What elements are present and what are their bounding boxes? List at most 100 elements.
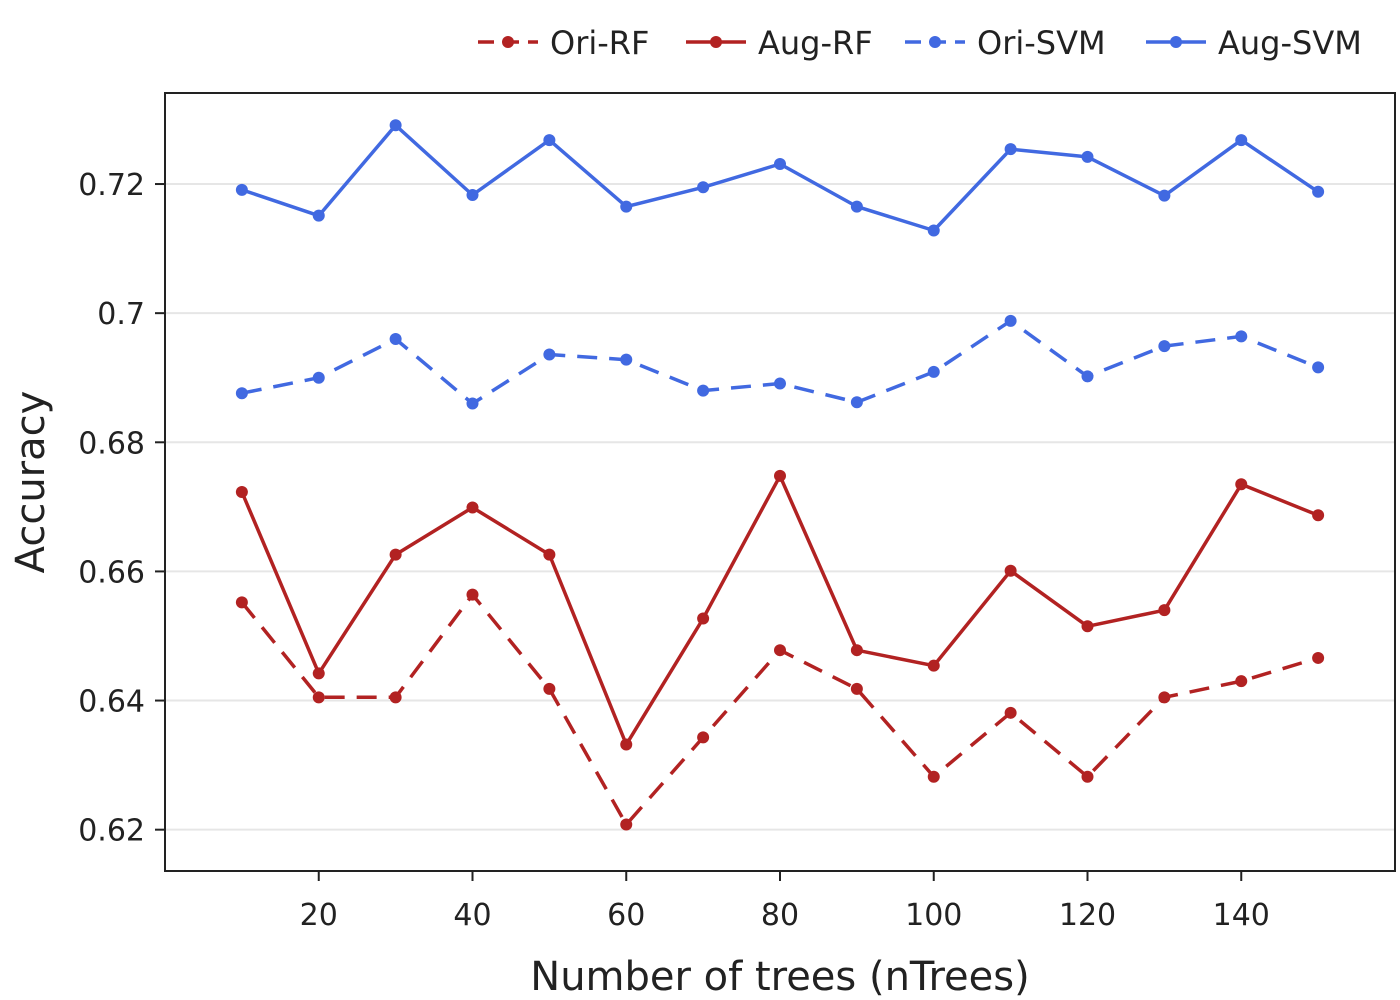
legend-item-aug-rf: Aug-RF — [686, 24, 873, 62]
data-point-aug-svm — [1312, 185, 1325, 198]
data-point-aug-rf — [389, 548, 402, 561]
gridlines — [165, 183, 1395, 831]
data-point-aug-rf — [1312, 509, 1325, 522]
x-tick-label: 140 — [1213, 898, 1270, 933]
data-point-ori-rf — [466, 588, 479, 601]
y-tick-label: 0.62 — [78, 814, 145, 849]
data-point-aug-rf — [312, 667, 325, 680]
legend-label-aug-rf: Aug-RF — [758, 24, 873, 62]
legend-item-ori-svm: Ori-SVM — [905, 24, 1106, 62]
data-point-aug-rf — [1081, 620, 1094, 633]
plot-frame — [164, 92, 1396, 872]
data-point-aug-svm — [389, 119, 402, 132]
data-point-aug-rf — [466, 501, 479, 514]
legend-marker-ori-rf — [502, 36, 514, 48]
legend-item-aug-svm: Aug-SVM — [1146, 24, 1362, 62]
data-point-aug-rf — [1158, 604, 1171, 617]
series-lines — [235, 119, 1325, 831]
y-axis: 0.62 0.64 0.66 0.68 0.7 0.72 — [78, 168, 165, 849]
data-point-ori-svm — [1312, 361, 1325, 374]
data-point-ori-rf — [774, 644, 786, 657]
legend-label-aug-svm: Aug-SVM — [1218, 24, 1362, 62]
data-point-aug-rf — [1004, 564, 1017, 577]
y-tick-label: 0.64 — [78, 685, 145, 720]
data-point-aug-rf — [620, 738, 633, 751]
data-point-aug-rf — [850, 644, 863, 657]
data-point-aug-svm — [543, 134, 556, 147]
legend: Ori-RF Aug-RF Ori-SVM Aug-SVM — [478, 24, 1362, 62]
y-axis-title: Accuracy — [8, 391, 54, 574]
data-point-aug-rf — [927, 659, 940, 672]
x-tick-label: 60 — [607, 898, 645, 933]
data-point-ori-rf — [1004, 706, 1017, 719]
data-point-aug-rf — [697, 612, 710, 625]
data-point-aug-svm — [1081, 150, 1094, 163]
data-point-ori-rf — [235, 596, 248, 609]
data-point-aug-svm — [620, 200, 633, 213]
data-point-ori-svm — [850, 396, 863, 409]
x-tick-label: 120 — [1059, 898, 1116, 933]
series-ori-rf — [235, 588, 1325, 831]
y-tick-label: 0.7 — [97, 297, 145, 332]
x-tick-label: 40 — [453, 898, 491, 933]
data-point-ori-svm — [389, 332, 402, 345]
data-point-ori-svm — [1004, 314, 1017, 327]
data-point-ori-svm — [1235, 330, 1248, 343]
data-point-aug-svm — [312, 209, 325, 222]
series-line-ori-svm — [241, 319, 1319, 406]
legend-label-ori-svm: Ori-SVM — [977, 24, 1106, 62]
data-point-ori-rf — [1235, 675, 1248, 688]
data-point-ori-rf — [543, 682, 556, 695]
data-point-aug-svm — [1235, 134, 1248, 147]
legend-marker-aug-svm — [1170, 36, 1182, 48]
data-point-ori-rf — [1081, 770, 1094, 783]
legend-marker-aug-rf — [710, 36, 722, 48]
data-point-aug-svm — [1004, 143, 1017, 156]
data-point-aug-svm — [774, 158, 786, 171]
x-axis: 20 40 60 80 100 120 140 — [300, 871, 1270, 933]
series-line-ori-rf — [240, 592, 1319, 827]
data-point-ori-svm — [774, 377, 786, 390]
data-point-aug-rf — [235, 486, 248, 499]
data-point-aug-svm — [1158, 189, 1171, 202]
legend-item-ori-rf: Ori-RF — [478, 24, 649, 62]
data-point-ori-rf — [697, 731, 710, 744]
y-tick-label: 0.66 — [78, 555, 145, 590]
data-point-ori-rf — [1158, 691, 1171, 704]
data-point-ori-rf — [620, 818, 633, 831]
series-aug-rf — [235, 469, 1325, 751]
x-tick-label: 20 — [300, 898, 338, 933]
data-point-ori-svm — [312, 371, 325, 384]
data-point-ori-svm — [466, 397, 479, 410]
data-point-ori-svm — [620, 353, 633, 366]
series-line-aug-rf — [240, 474, 1319, 747]
data-point-aug-svm — [235, 183, 248, 196]
data-point-aug-svm — [850, 200, 863, 213]
series-line-aug-svm — [241, 123, 1320, 233]
data-point-ori-svm — [1158, 340, 1171, 353]
data-point-aug-svm — [466, 189, 479, 202]
data-point-ori-rf — [1312, 651, 1325, 664]
data-point-aug-svm — [927, 224, 940, 237]
data-point-ori-rf — [927, 770, 940, 783]
data-point-aug-svm — [697, 181, 710, 194]
data-point-aug-rf — [1235, 478, 1248, 491]
data-point-ori-rf — [312, 691, 325, 704]
data-point-aug-rf — [543, 548, 556, 561]
data-point-aug-rf — [774, 469, 786, 482]
series-ori-svm — [235, 314, 1325, 410]
x-tick-label: 100 — [905, 898, 962, 933]
x-tick-label: 80 — [761, 898, 799, 933]
data-point-ori-svm — [927, 365, 940, 378]
data-point-ori-svm — [1081, 370, 1094, 383]
y-tick-label: 0.68 — [78, 426, 145, 461]
data-point-ori-rf — [850, 682, 863, 695]
x-axis-title: Number of trees (nTrees) — [530, 954, 1029, 1000]
legend-label-ori-rf: Ori-RF — [550, 24, 649, 62]
data-point-ori-svm — [543, 348, 556, 361]
data-point-ori-svm — [235, 387, 248, 400]
y-tick-label: 0.72 — [78, 168, 145, 203]
data-point-ori-rf — [389, 691, 402, 704]
legend-marker-ori-svm — [929, 36, 941, 48]
